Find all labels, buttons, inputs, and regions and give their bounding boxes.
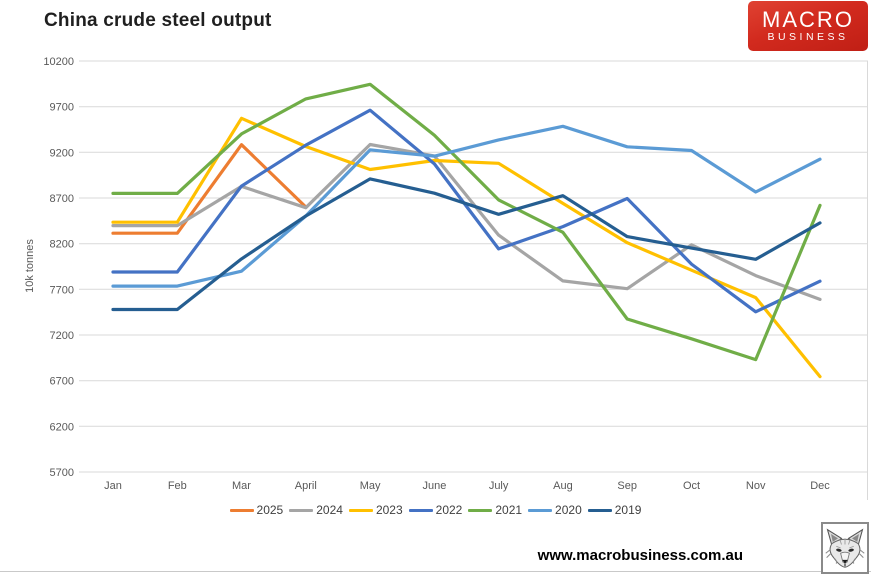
x-tick-label: Mar — [232, 480, 251, 492]
legend-item-2023: 2023 — [348, 503, 403, 517]
y-tick-label: 10200 — [43, 56, 74, 68]
y-tick-label: 9200 — [50, 147, 74, 159]
x-tick-label: April — [295, 480, 317, 492]
y-tick-label: 7700 — [50, 284, 74, 296]
y-tick-label: 6700 — [50, 376, 74, 388]
x-tick-label: Aug — [553, 480, 573, 492]
y-tick-label: 5700 — [50, 467, 74, 479]
legend-swatch — [587, 508, 612, 512]
logo-line2: BUSINESS — [767, 30, 849, 43]
y-axis-title: 10k tonnes — [24, 239, 36, 293]
legend-item-2020: 2020 — [528, 503, 582, 517]
series-line-2021 — [111, 82, 822, 362]
series-line-2023 — [111, 116, 822, 379]
y-tick-label: 9700 — [50, 102, 74, 114]
legend-label: 2025 — [256, 503, 284, 517]
x-tick-label: July — [489, 480, 509, 492]
legend-label: 2022 — [435, 503, 463, 517]
x-tick-label: Jan — [104, 480, 122, 492]
series-line-2020 — [111, 124, 822, 288]
y-tick-label: 7200 — [50, 330, 74, 342]
legend-swatch — [289, 508, 314, 512]
logo-line1: MACRO — [762, 6, 854, 32]
y-tick-label: 8700 — [50, 193, 74, 205]
x-tick-label: Feb — [168, 480, 187, 492]
chart-title: China crude steel output — [44, 10, 272, 31]
x-tick-label: May — [360, 480, 381, 492]
legend-item-2021: 2021 — [468, 503, 522, 517]
series-line-2019 — [111, 177, 822, 312]
legend-item-2024: 2024 — [289, 503, 343, 517]
y-tick-label: 8200 — [50, 239, 74, 251]
macrobusiness-logo: MACRO BUSINESS — [748, 1, 868, 51]
series-line-2022 — [111, 108, 822, 314]
wolf-icon — [825, 528, 865, 568]
legend-swatch — [348, 508, 373, 512]
legend-swatch — [528, 508, 553, 512]
legend-label: 2024 — [316, 503, 343, 517]
footer-url[interactable]: www.macrobusiness.com.au — [537, 547, 743, 564]
bottom-divider — [0, 571, 871, 572]
legend-item-2025: 2025 — [229, 503, 284, 517]
x-tick-label: June — [422, 480, 446, 492]
wolf-logo-image — [821, 522, 869, 574]
legend-label: 2020 — [555, 503, 582, 517]
x-tick-label: Oct — [683, 480, 700, 492]
x-tick-label: Dec — [810, 480, 830, 492]
legend-label: 2023 — [375, 503, 403, 517]
legend-swatch — [229, 508, 254, 512]
series-line-2025 — [111, 143, 308, 235]
legend-label: 2021 — [495, 503, 523, 517]
legend: 2025 2024 2023 2022 2021 2020 2019 — [0, 503, 871, 517]
y-tick-label: 6200 — [50, 421, 74, 433]
legend-item-2022: 2022 — [408, 503, 463, 517]
legend-swatch — [468, 508, 493, 512]
x-tick-label: Nov — [746, 480, 766, 492]
x-tick-label: Sep — [617, 480, 637, 492]
legend-swatch — [408, 508, 433, 512]
legend-label: 2019 — [614, 503, 642, 517]
legend-item-2019: 2019 — [587, 503, 642, 517]
